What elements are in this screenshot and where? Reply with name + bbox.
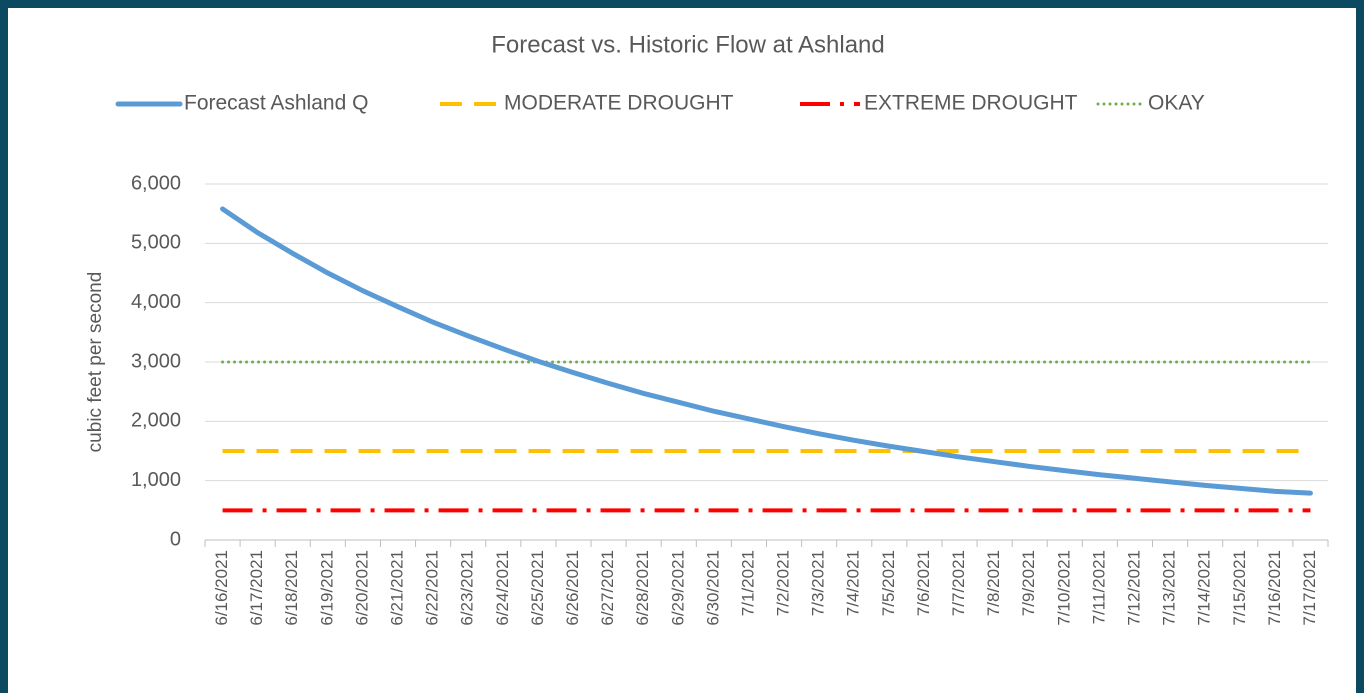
x-tick-label: 7/10/2021: [1054, 550, 1073, 626]
x-tick-label: 7/5/2021: [879, 550, 898, 616]
legend-label: MODERATE DROUGHT: [504, 92, 734, 115]
x-tick-label: 7/7/2021: [949, 550, 968, 616]
chart-title: Forecast vs. Historic Flow at Ashland: [491, 31, 884, 58]
legend-label: Forecast Ashland Q: [184, 92, 368, 115]
y-tick-label: 0: [170, 528, 181, 550]
y-tick-label: 3,000: [131, 350, 181, 372]
x-tick-label: 7/1/2021: [738, 550, 757, 616]
x-tick-label: 7/12/2021: [1124, 550, 1143, 626]
x-tick-label: 6/29/2021: [668, 550, 687, 626]
x-tick-label: 7/15/2021: [1230, 550, 1249, 626]
y-tick-label: 2,000: [131, 410, 181, 432]
legend-label: OKAY: [1148, 92, 1205, 115]
x-tick-label: 7/8/2021: [984, 550, 1003, 616]
x-tick-label: 7/11/2021: [1089, 550, 1108, 624]
x-tick-label: 6/16/2021: [212, 550, 231, 626]
x-tick-label: 7/4/2021: [844, 550, 863, 616]
series-line: [220, 206, 1313, 496]
x-tick-label: 7/3/2021: [809, 550, 828, 616]
x-tick-label: 7/16/2021: [1265, 550, 1284, 626]
x-tick-label: 6/27/2021: [598, 550, 617, 626]
x-tick-label: 6/20/2021: [352, 550, 371, 626]
x-tick-label: 7/13/2021: [1160, 550, 1179, 626]
chart-background: [8, 8, 1356, 693]
x-tick-label: 6/28/2021: [633, 550, 652, 626]
x-tick-label: 6/24/2021: [493, 550, 512, 626]
x-tick-label: 6/22/2021: [423, 550, 442, 626]
x-tick-label: 7/14/2021: [1195, 550, 1214, 626]
x-tick-label: 7/9/2021: [1019, 550, 1038, 616]
x-tick-label: 6/23/2021: [458, 550, 477, 626]
x-tick-label: 6/18/2021: [282, 550, 301, 626]
x-tick-label: 7/6/2021: [914, 550, 933, 616]
x-tick-label: 6/25/2021: [528, 550, 547, 626]
y-tick-label: 5,000: [131, 232, 181, 254]
legend-label: EXTREME DROUGHT: [864, 92, 1078, 115]
x-tick-label: 6/26/2021: [563, 550, 582, 626]
x-tick-label: 6/30/2021: [703, 550, 722, 626]
x-tick-label: 6/19/2021: [317, 550, 336, 626]
y-axis-label: cubic feet per second: [85, 272, 106, 453]
x-tick-label: 6/21/2021: [388, 550, 407, 626]
y-tick-label: 4,000: [131, 291, 181, 313]
y-tick-label: 1,000: [131, 469, 181, 491]
x-tick-label: 7/2/2021: [774, 550, 793, 616]
x-tick-label: 7/17/2021: [1300, 550, 1319, 626]
x-tick-label: 6/17/2021: [247, 550, 266, 626]
y-tick-label: 6,000: [131, 172, 181, 194]
